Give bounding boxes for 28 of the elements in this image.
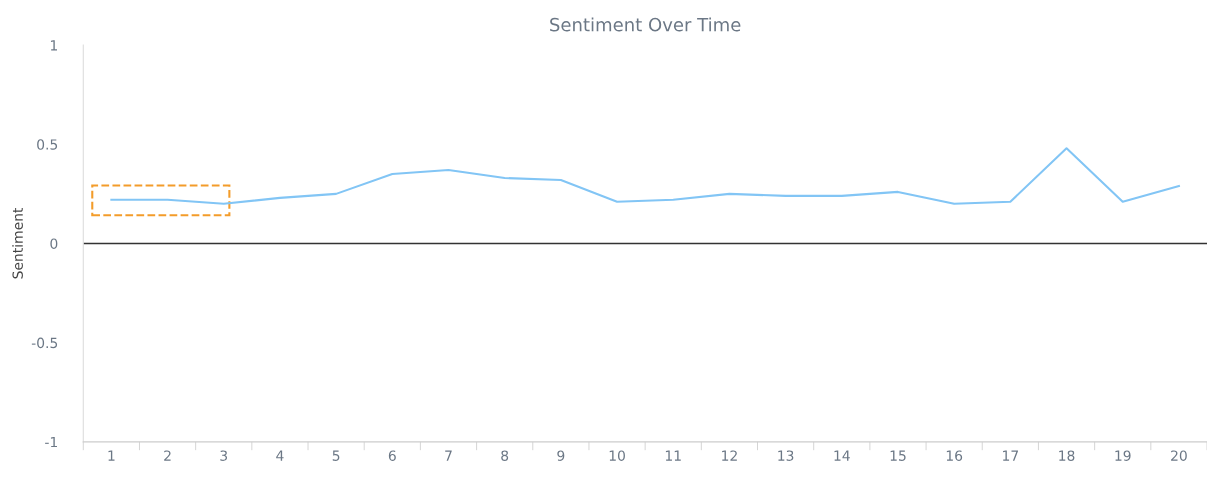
- x-tick-label: 10: [609, 450, 625, 461]
- y-axis-title: Sentiment: [12, 207, 23, 279]
- x-tick-label: 14: [834, 450, 850, 461]
- x-tick-label: 8: [501, 450, 509, 461]
- y-tick-label: 1: [50, 40, 57, 51]
- y-tick-label: -1: [45, 436, 57, 448]
- x-tick-label: 5: [332, 450, 340, 461]
- x-tick-label: 9: [557, 450, 565, 461]
- x-tick-label: 17: [1003, 450, 1018, 461]
- line-series: [110, 147, 1180, 205]
- y-tick-label: 0: [50, 238, 58, 249]
- x-tick-label: 20: [1171, 450, 1187, 461]
- y-tick-label: -0.5: [31, 337, 58, 349]
- x-tick-label: 18: [1059, 450, 1075, 461]
- x-tick-label: 15: [890, 450, 906, 461]
- x-tick-label: 6: [388, 450, 396, 461]
- x-tick-label: 1: [108, 450, 115, 461]
- chart-title: Sentiment Over Time: [550, 17, 741, 32]
- x-tick-label: 7: [445, 450, 452, 461]
- x-tick-label: 11: [665, 450, 681, 461]
- x-tick-label: 12: [722, 450, 737, 461]
- x-tick-label: 19: [1115, 450, 1131, 461]
- y-tick-label: 0.5: [37, 139, 58, 150]
- x-tick-label: 4: [276, 450, 284, 461]
- x-tick-label: 13: [778, 450, 794, 461]
- x-tick-label: 3: [220, 450, 228, 461]
- x-tick-label: 2: [164, 450, 171, 461]
- x-tick-label: 16: [946, 450, 963, 461]
